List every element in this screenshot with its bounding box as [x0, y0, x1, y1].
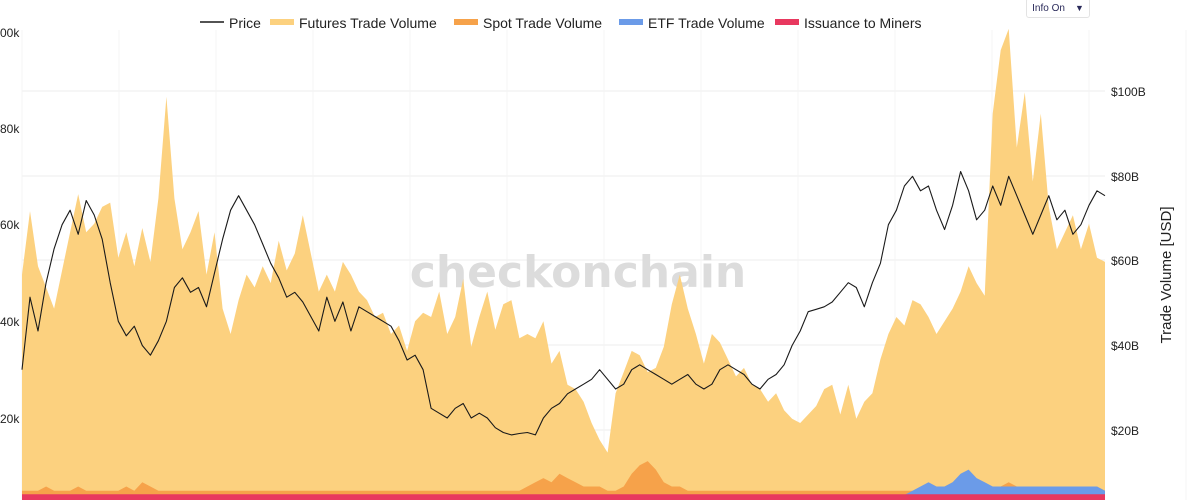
y-left-tick-label: 00k: [0, 26, 20, 40]
area-spot-trade-volume: [22, 461, 1105, 500]
legend-swatch-spot-trade-volume: [454, 19, 478, 25]
area-futures-trade-volume: [22, 28, 1105, 500]
legend-swatch-etf-trade-volume: [619, 19, 643, 25]
left-axis: 00k 80k 60k 40k 20k: [0, 26, 20, 426]
legend-swatch-futures-trade-volume: [270, 19, 294, 25]
y-left-tick-label: 80k: [0, 122, 20, 136]
info-toggle-label: Info On: [1032, 2, 1065, 14]
y-right-tick-label: $40B: [1111, 339, 1139, 353]
y-right-axis-label: Trade Volume [USD]: [1158, 207, 1175, 344]
legend: Price Futures Trade Volume Spot Trade Volu…: [200, 15, 922, 31]
y-right-tick-label: $20B: [1111, 424, 1139, 438]
y-left-tick-label: 40k: [0, 315, 20, 329]
price-layer: [21, 170, 1106, 436]
legend-label-etf-trade-volume: ETF Trade Volume: [648, 15, 765, 31]
legend-label-issuance-to-miners: Issuance to Miners: [804, 15, 922, 31]
y-right-tick-label: $80B: [1111, 170, 1139, 184]
y-right-tick-label: $60B: [1111, 254, 1139, 268]
y-left-tick-label: 60k: [0, 218, 20, 232]
volume-areas: [22, 28, 1105, 500]
y-right-tick-label: $100B: [1111, 85, 1146, 99]
legend-label-futures-trade-volume: Futures Trade Volume: [299, 15, 437, 31]
y-left-tick-label: 20k: [0, 412, 20, 426]
legend-label-spot-trade-volume: Spot Trade Volume: [483, 15, 602, 31]
chevron-down-icon: ▼: [1074, 3, 1084, 13]
info-toggle-button[interactable]: Info On ▼: [1026, 0, 1090, 18]
series-price-line: [21, 170, 1106, 436]
legend-swatch-issuance-to-miners: [775, 19, 799, 25]
watermark: checkonchain: [410, 247, 746, 298]
area-issuance-to-miners: [22, 494, 1105, 500]
legend-label-price: Price: [229, 15, 261, 31]
right-axis: $100B $80B $60B $40B $20B: [1111, 85, 1146, 438]
